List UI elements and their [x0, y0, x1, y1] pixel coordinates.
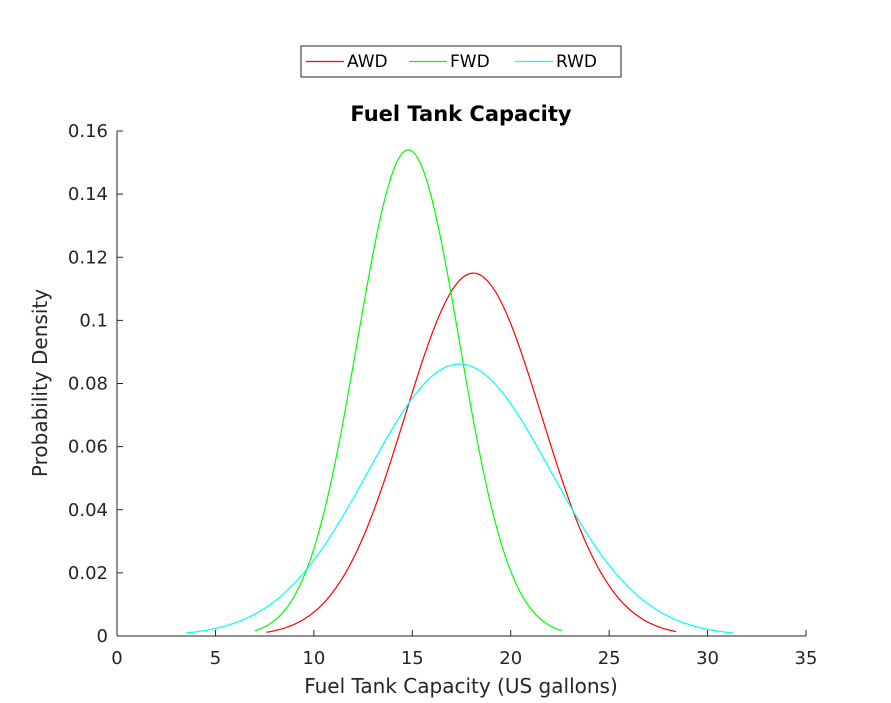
series-line-fwd [254, 149, 563, 632]
y-tick-label: 0 [97, 626, 108, 647]
y-ticks: 0 0.02 0.04 0.06 0.08 0.1 0.12 0.14 0.16 [68, 121, 123, 647]
y-tick-label: 0.1 [79, 310, 108, 331]
y-tick-label: 0.08 [68, 374, 108, 395]
legend-label-awd: AWD [347, 52, 388, 72]
chart-title: Fuel Tank Capacity [350, 102, 571, 126]
x-tick-label: 20 [499, 648, 522, 669]
y-tick-label: 0.02 [68, 563, 108, 584]
plot-area: 0 5 10 15 20 25 30 35 00.020.040.060.080.10.120… [68, 121, 818, 669]
x-tick-label: 0 [111, 648, 122, 669]
legend-label-fwd: FWD [450, 52, 490, 72]
x-tick-label: 25 [598, 648, 621, 669]
legend: AWD FWD RWD [300, 45, 622, 78]
x-tick-label: 15 [401, 648, 424, 669]
x-axis-label: Fuel Tank Capacity (US gallons) [304, 674, 618, 698]
legend-label-rwd: RWD [556, 52, 597, 72]
x-tick-label: 10 [302, 648, 325, 669]
y-tick-label: 0.14 [68, 184, 108, 205]
legend-box [300, 45, 622, 78]
y-tick-label: 0.12 [68, 247, 108, 268]
y-tick-label: 0.04 [68, 500, 108, 521]
x-tick-label: 5 [210, 648, 221, 669]
legend-items: AWD FWD RWD [306, 52, 597, 72]
x-tick-label: 35 [795, 648, 818, 669]
series-layer [185, 149, 734, 634]
x-tick-label: 30 [696, 648, 719, 669]
y-tick-label: 0.06 [68, 437, 108, 458]
y-axis-label: Probability Density [28, 289, 52, 477]
y-tick-label: 0.16 [68, 121, 108, 142]
x-ticks: 0 5 10 15 20 25 30 35 [111, 630, 817, 669]
series-line-rwd [185, 363, 734, 634]
series-line-awd [266, 272, 677, 633]
